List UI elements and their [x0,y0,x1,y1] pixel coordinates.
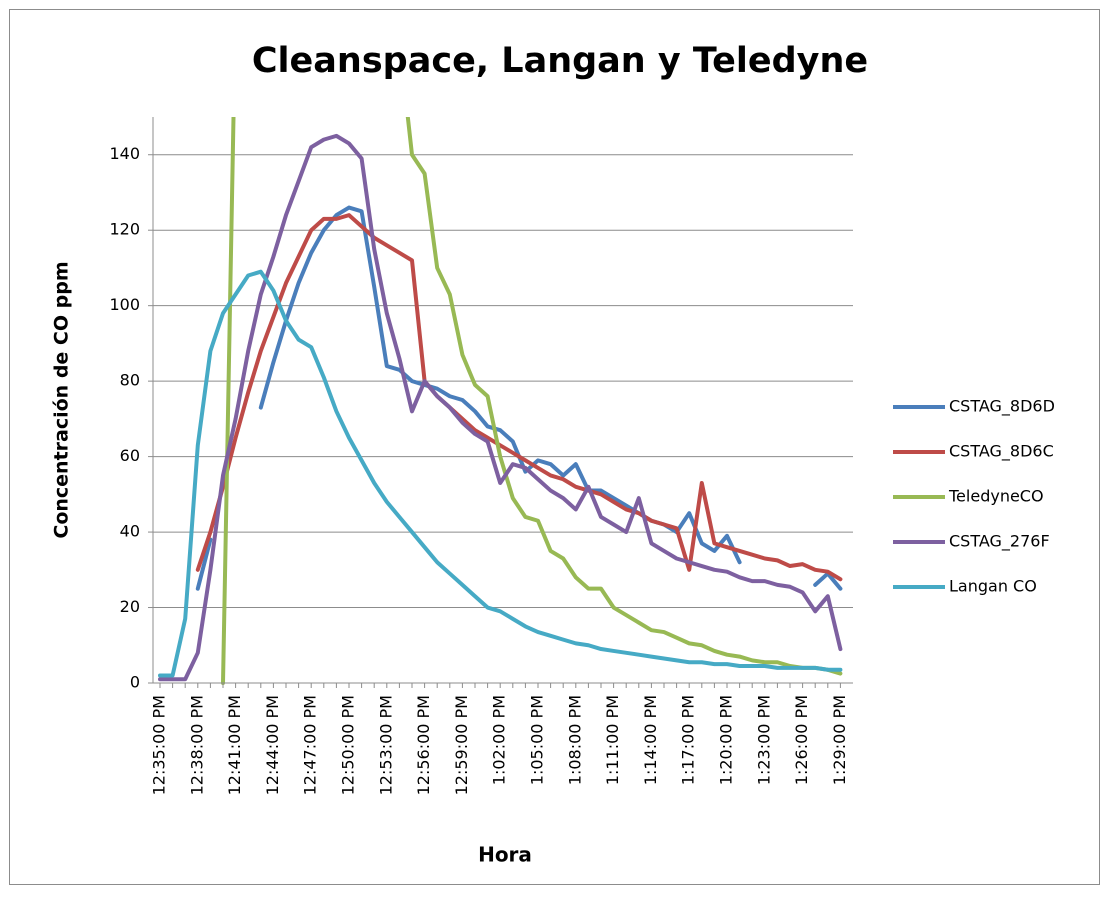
x-tick-label: 1:08:00 PM [565,695,584,785]
legend-label: CSTAG_8D6D [949,397,1055,417]
legend-label: CSTAG_8D6C [949,442,1054,462]
chart-title: Cleanspace, Langan y Teledyne [252,41,868,81]
legend-label: Langan CO [949,577,1037,596]
x-tick-label: 1:14:00 PM [641,695,660,785]
series-line [158,133,843,682]
x-tick-label: 12:41:00 PM [225,695,244,795]
x-tick-label: 12:35:00 PM [150,695,169,795]
y-tick-label: 100 [109,295,140,314]
legend: CSTAG_8D6D CSTAG_8D6C TeledyneCO CSTAG_276F… [893,397,1055,596]
y-tick-label: 60 [120,446,140,465]
x-tick-label: 12:50:00 PM [339,695,358,795]
x-tick-label: 12:47:00 PM [301,695,320,795]
x-tick-label: 12:38:00 PM [187,695,206,795]
x-tick-label: 12:56:00 PM [414,695,433,795]
series-line [195,213,843,582]
series-line [221,117,843,685]
y-tick-label: 140 [109,144,140,163]
x-tick-label: 12:44:00 PM [263,695,282,795]
y-tick-label: 40 [120,522,140,541]
y-tick-label: 20 [120,597,140,616]
x-tick-label: 12:59:00 PM [452,695,471,795]
axes: 0 20 40 60 80 100 120 140 12:35:00 PM 12:38:00 PM… [109,117,853,795]
x-tick-label: 1:23:00 PM [754,695,773,785]
x-tick-label: 1:20:00 PM [717,695,736,785]
x-tick-label: 1:26:00 PM [792,695,811,785]
legend-label: TeledyneCO [948,487,1044,506]
x-tick-label: 1:17:00 PM [679,695,698,785]
x-tick-label: 1:02:00 PM [490,695,509,785]
series-line [158,269,843,678]
chart-border [9,9,1100,885]
plot-area [158,117,843,685]
y-tick-label: 0 [130,673,140,692]
legend-label: CSTAG_276F [949,532,1050,552]
x-tick-label: 1:05:00 PM [528,695,547,785]
y-tick-label: 80 [120,371,140,390]
x-tick-label: 1:11:00 PM [603,695,622,785]
y-axis-title: Concentración de CO ppm [51,261,73,538]
y-tick-label: 120 [109,220,140,239]
x-axis-title: Hora [478,843,532,867]
x-tick-label: 12:53:00 PM [376,695,395,795]
x-tick-label: 1:29:00 PM [830,695,849,785]
